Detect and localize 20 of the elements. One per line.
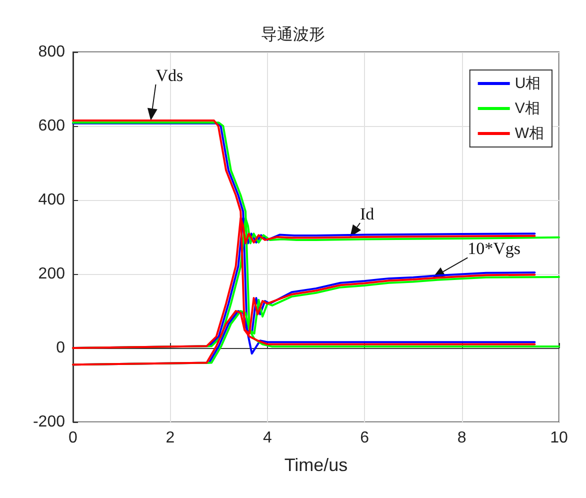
y-tick-label: 200 [38, 266, 66, 282]
x-tick-label: 4 [262, 430, 272, 446]
x-tick-label: 6 [360, 430, 370, 446]
y-tick-label: 400 [38, 192, 66, 208]
legend-label: V相 [514, 100, 540, 117]
annotation: Id [360, 204, 375, 224]
annotation: 10*Vgs [468, 239, 521, 258]
legend-label: W相 [514, 125, 544, 142]
x-tick-label: 8 [457, 430, 466, 446]
y-tick-label: 800 [38, 44, 66, 60]
y-tick-label: 0 [56, 340, 66, 356]
chart-title: 导通波形 [261, 26, 325, 44]
x-axis-title: Time/us [284, 455, 348, 475]
y-tick-label: 600 [38, 118, 66, 134]
x-tick-label: 10 [550, 430, 568, 446]
x-tick-label: 0 [68, 430, 78, 446]
y-tick-label: -200 [32, 414, 66, 430]
x-tick-label: 2 [166, 430, 175, 446]
legend-label: U相 [514, 75, 541, 92]
annotation: Vds [156, 66, 184, 85]
